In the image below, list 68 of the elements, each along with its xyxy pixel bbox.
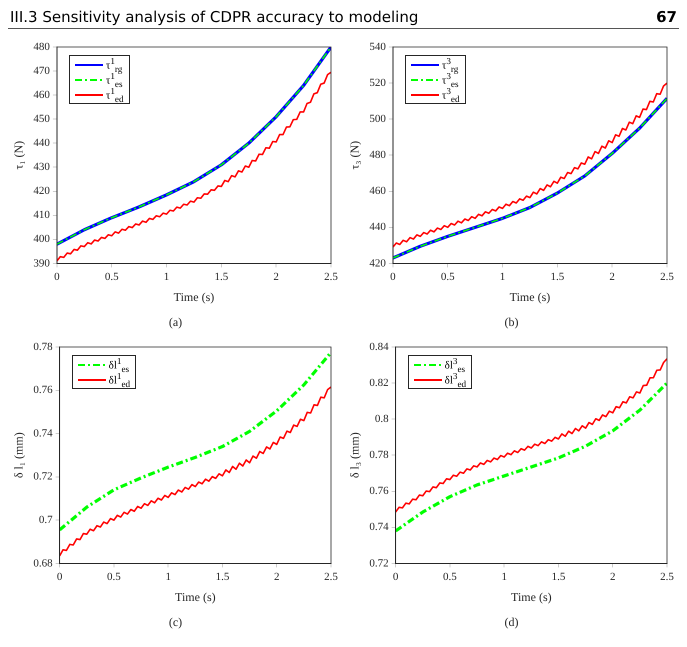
y-tick-label: 540 <box>369 40 386 53</box>
x-tick-label: 0.5 <box>440 270 456 283</box>
y-tick-label: 0.72 <box>369 557 389 570</box>
y-tick-label: 0.84 <box>369 340 390 353</box>
y-axis-title: δ l₃ (mm) <box>347 432 362 478</box>
x-tick-label: 1 <box>501 570 507 583</box>
y-tick-label: 0.82 <box>369 376 389 389</box>
y-tick-label: 440 <box>33 137 50 150</box>
y-tick-label: 0.74 <box>369 521 390 534</box>
y-tick-label: 0.76 <box>369 485 390 498</box>
x-tick-label: 0 <box>56 570 63 583</box>
x-tick-label: 1.5 <box>216 570 230 583</box>
x-tick-label: 0 <box>390 270 396 283</box>
x-axis-title: Time (s) <box>175 590 216 604</box>
x-axis-title: Time (s) <box>511 590 552 604</box>
y-tick-label: 440 <box>369 221 386 234</box>
y-tick-label: 400 <box>33 233 50 246</box>
y-tick-label: 480 <box>33 40 50 53</box>
x-tick-label: 2.5 <box>660 270 674 283</box>
x-tick-label: 2.5 <box>660 570 674 583</box>
y-tick-label: 0.78 <box>33 340 54 353</box>
y-tick-label: 480 <box>369 149 386 162</box>
text: (b) <box>504 315 520 330</box>
y-tick-label: 390 <box>33 257 50 270</box>
y-tick-label: 0.8 <box>374 413 390 426</box>
x-tick-label: 1 <box>164 270 170 283</box>
x-tick-label: 2.5 <box>324 570 338 583</box>
y-tick-label: 450 <box>33 113 50 126</box>
text: (c) <box>168 615 184 630</box>
y-tick-label: 420 <box>33 185 50 198</box>
y-tick-label: 430 <box>33 161 50 174</box>
x-tick-label: 2 <box>274 570 280 583</box>
y-tick-label: 0.68 <box>33 557 54 570</box>
x-axis-title: Time (s) <box>174 290 214 304</box>
y-tick-label: 470 <box>33 64 50 77</box>
y-tick-label: 420 <box>369 257 386 270</box>
y-tick-label: 500 <box>369 113 386 126</box>
y-tick-label: 460 <box>33 88 50 101</box>
x-tick-label: 2.5 <box>324 270 338 283</box>
y-tick-label: 0.72 <box>33 470 53 483</box>
x-tick-label: 2 <box>609 270 615 283</box>
x-tick-label: 0.5 <box>104 270 120 283</box>
x-tick-label: 0.5 <box>443 570 458 583</box>
y-tick-label: 0.74 <box>33 427 54 440</box>
text: III.3 Sensitivity analysis of CDPR accuracy to modeling <box>10 8 418 26</box>
x-tick-label: 2 <box>610 570 616 583</box>
x-tick-label: 0 <box>392 570 399 583</box>
x-tick-label: 1.5 <box>550 270 565 283</box>
text: 67 <box>656 8 677 26</box>
x-tick-label: 0.5 <box>107 570 122 583</box>
y-axis-title: τ₁ (N) <box>11 140 26 170</box>
x-tick-label: 0 <box>54 270 60 283</box>
x-tick-label: 1 <box>165 570 171 583</box>
y-axis-title: δ l₁ (mm) <box>11 432 26 478</box>
x-tick-label: 1.5 <box>552 570 566 583</box>
text: (d) <box>504 615 520 630</box>
y-tick-label: 460 <box>369 185 386 198</box>
text: (a) <box>168 315 184 330</box>
y-tick-label: 410 <box>33 209 50 222</box>
y-tick-label: 0.76 <box>33 384 54 396</box>
y-tick-label: 0.7 <box>38 514 54 526</box>
x-axis-title: Time (s) <box>510 290 550 304</box>
x-tick-label: 1.5 <box>214 270 229 283</box>
y-axis-title: τ₃ (N) <box>347 140 362 170</box>
y-tick-label: 0.78 <box>369 449 390 462</box>
x-tick-label: 1 <box>500 270 506 283</box>
x-tick-label: 2 <box>273 270 279 283</box>
y-tick-label: 520 <box>369 76 386 89</box>
